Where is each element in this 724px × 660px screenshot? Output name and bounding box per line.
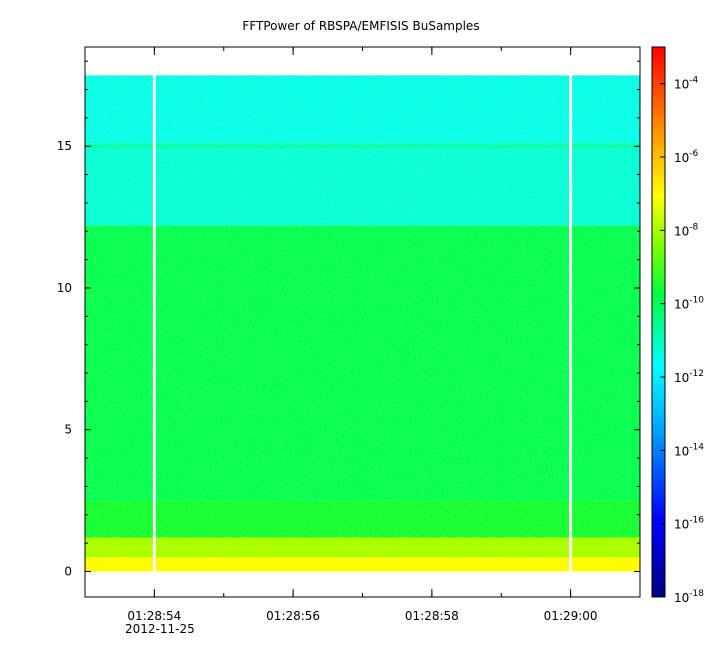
colorbar-gradient xyxy=(651,46,666,598)
y-tick-label: 15 xyxy=(57,139,72,153)
colorbar-tick-label: 10-4 xyxy=(674,76,699,92)
colorbar-tick-label: 10-14 xyxy=(674,442,704,458)
plot-area xyxy=(84,46,641,598)
colorbar-tick-label: 10-10 xyxy=(674,296,704,312)
x-tick-label: 01:28:58 xyxy=(405,609,459,623)
y-tick-label: 5 xyxy=(64,423,72,437)
x-axis-date-label: 2012-11-25 xyxy=(125,622,195,636)
colorbar-tick-label: 10-8 xyxy=(674,222,699,238)
x-tick-label: 01:29:00 xyxy=(544,609,598,623)
data-gap xyxy=(569,74,573,573)
y-tick-label: 0 xyxy=(64,564,72,578)
y-tick-label: 10 xyxy=(57,281,72,295)
x-tick-label: 01:28:56 xyxy=(266,609,320,623)
colorbar-tick-label: 10-18 xyxy=(674,589,704,605)
colorbar-tick-label: 10-12 xyxy=(674,369,704,385)
colorbar-tick-label: 10-6 xyxy=(674,149,699,165)
y-axis: 0 5 10 15 xyxy=(57,60,640,578)
colorbar-tick-label: 10-16 xyxy=(674,516,704,532)
data-gap xyxy=(152,74,156,573)
colorbar-ticks: 10-4 10-6 10-8 10-10 10-12 10-14 10-16 10-18 xyxy=(660,76,704,605)
chart-title: FFTPower of RBSPA/EMFISIS BuSamples xyxy=(242,19,479,33)
colorbar: 10-4 10-6 10-8 10-10 10-12 10-14 10-16 10-18 xyxy=(651,46,704,605)
x-axis: 01:28:54 01:28:56 01:28:58 01:29:00 xyxy=(84,47,641,623)
spectrogram-texture xyxy=(85,73,640,570)
x-tick-label: 01:28:54 xyxy=(127,609,181,623)
data-gaps xyxy=(152,74,573,573)
